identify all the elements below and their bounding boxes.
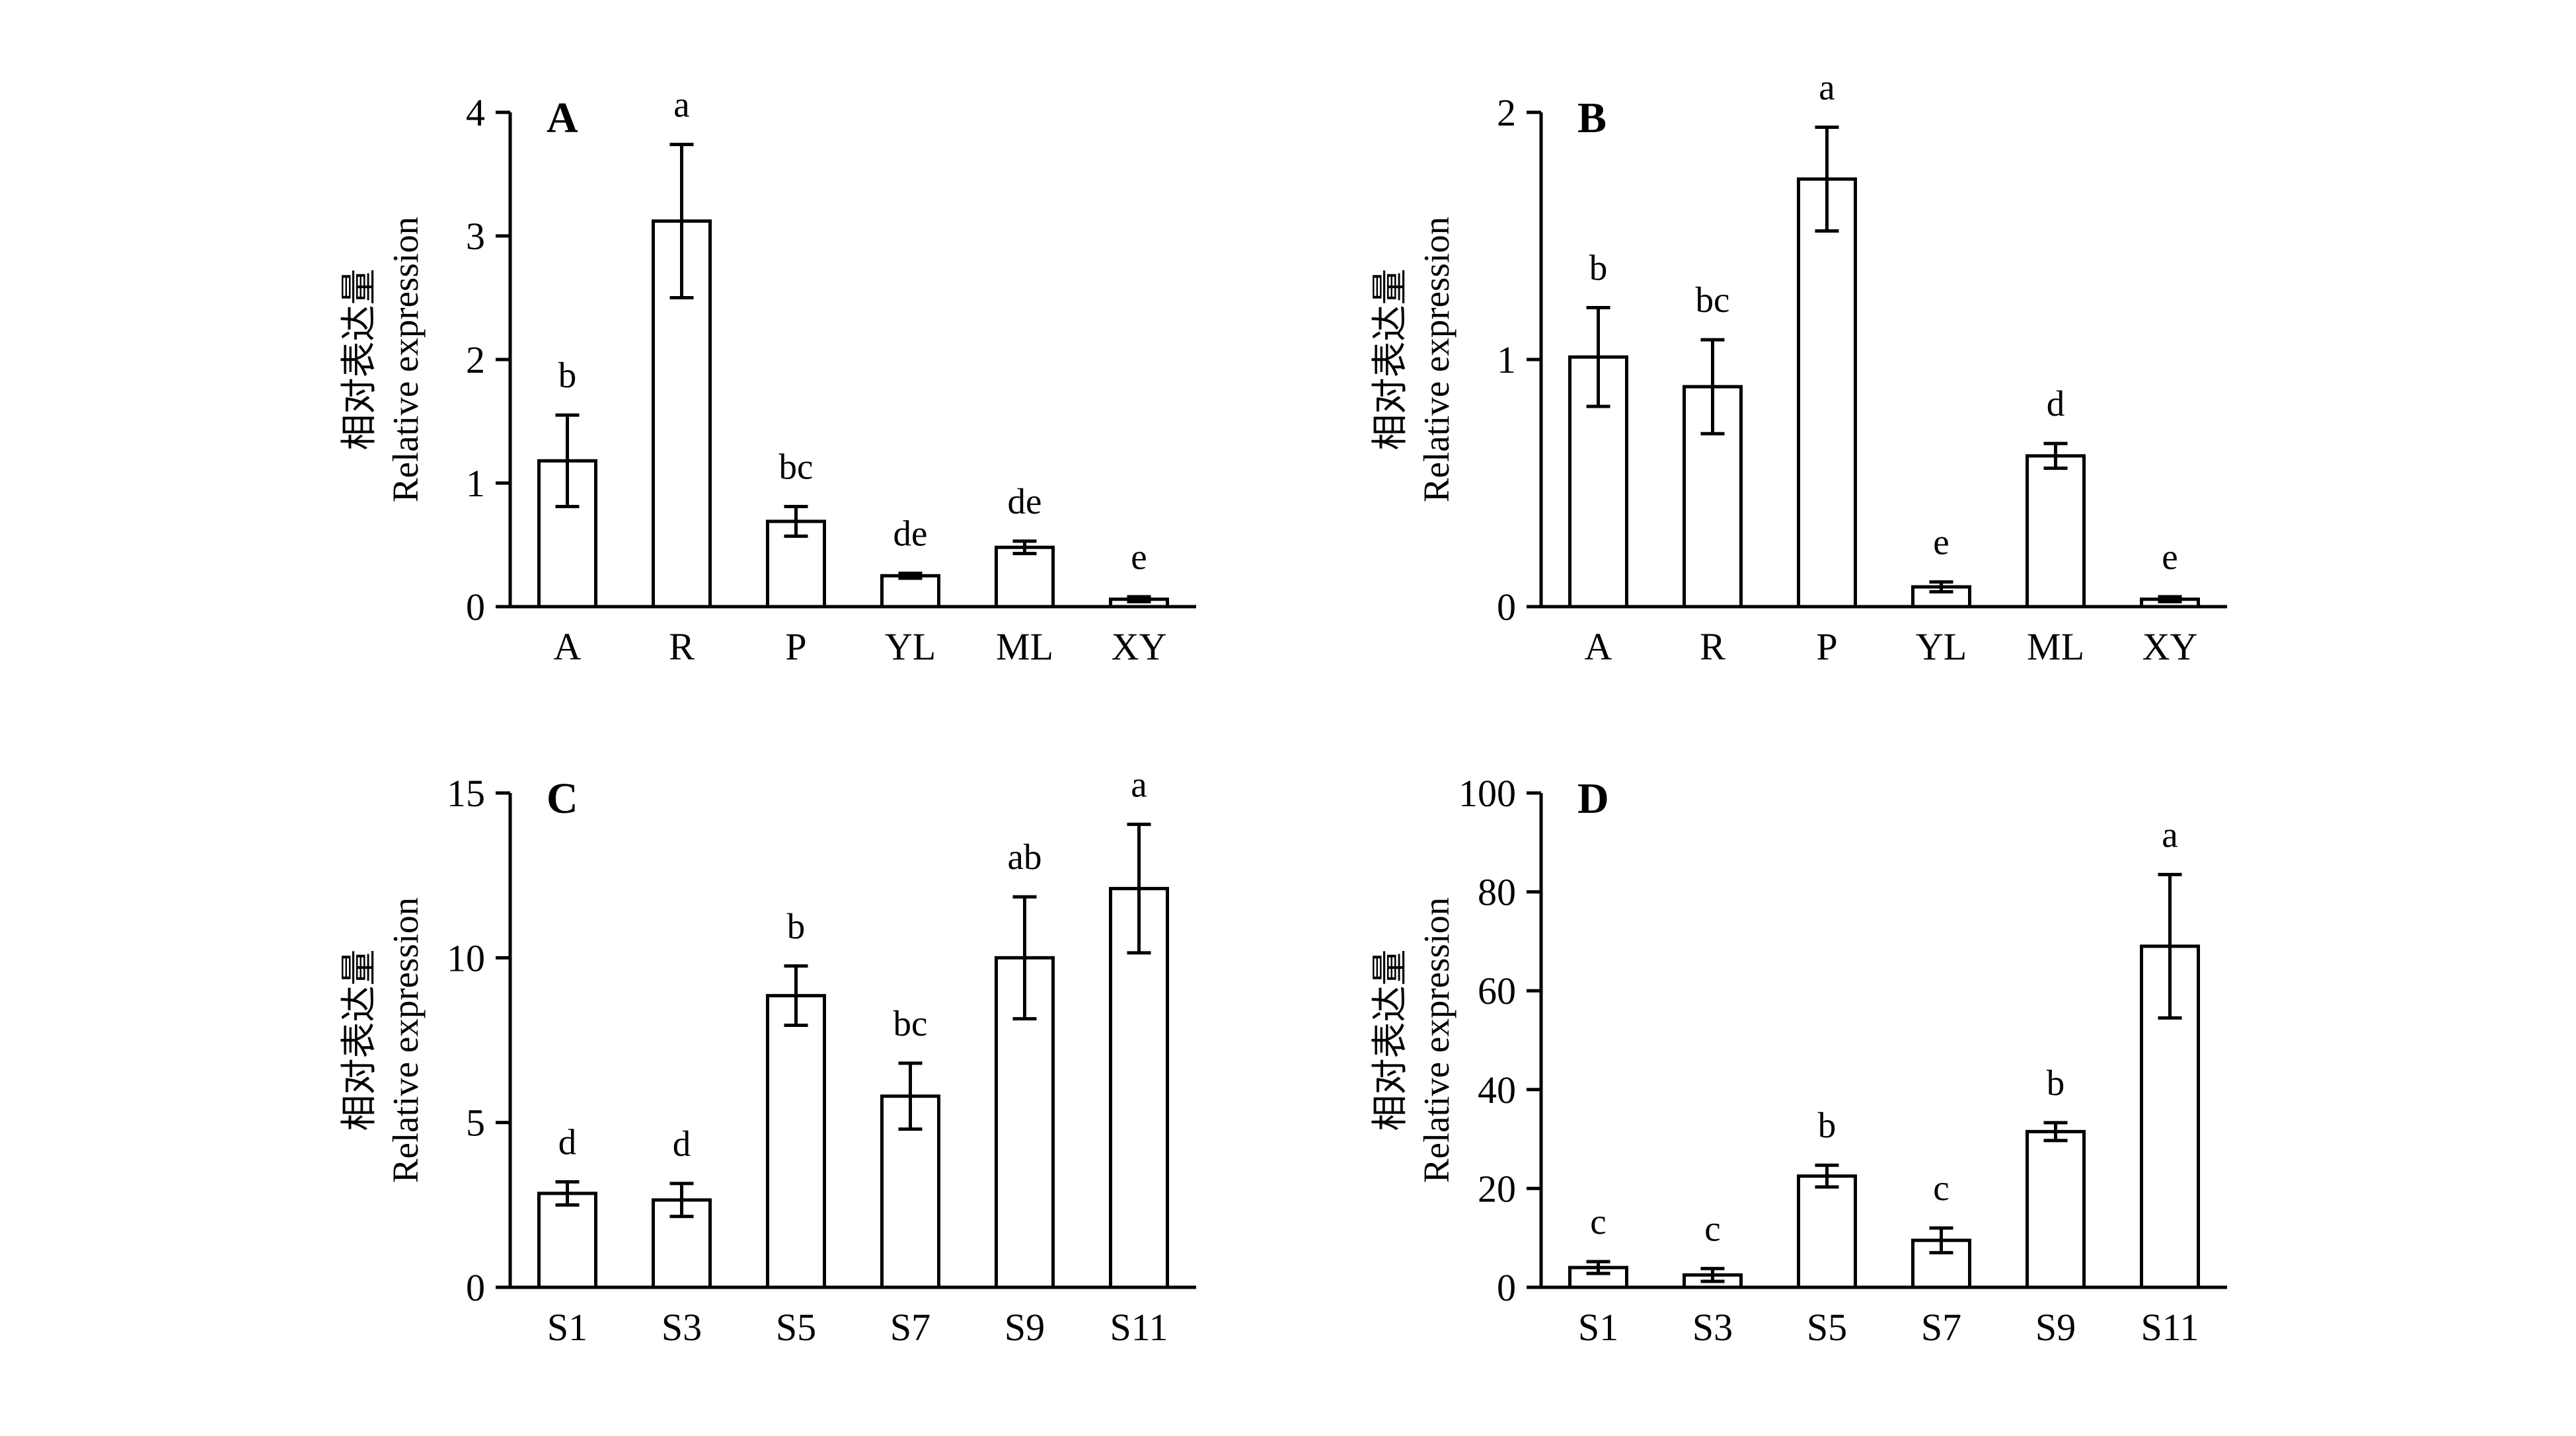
x-tick-label: YL <box>1916 625 1967 668</box>
bar-r <box>1683 385 1743 609</box>
x-tick-label: ML <box>2027 625 2084 668</box>
significance-label: d <box>558 1121 577 1162</box>
significance-label: e <box>1933 522 1949 562</box>
significance-label: a <box>2162 814 2178 854</box>
significance-label: a <box>1819 67 1835 107</box>
x-tick-label: P <box>1816 625 1837 668</box>
x-tick-label: R <box>669 625 695 668</box>
bar-s5 <box>1797 1174 1857 1289</box>
bar-yl <box>880 574 940 609</box>
significance-label: bc <box>1696 280 1730 320</box>
y-tick-label: 2 <box>466 338 485 381</box>
x-tick-label: S1 <box>547 1306 587 1349</box>
y-tick-label: 80 <box>1478 871 1516 914</box>
x-tick-label: S3 <box>1692 1306 1733 1349</box>
bar-ml <box>2026 454 2086 609</box>
significance-label: a <box>1131 764 1147 804</box>
significance-label: c <box>1704 1209 1720 1249</box>
x-tick-label: XY <box>1112 625 1167 668</box>
y-axis-label-en: Relative expression <box>1416 897 1457 1183</box>
significance-label: bc <box>893 1003 928 1043</box>
y-tick-label: 40 <box>1478 1069 1516 1112</box>
panel-letter: C <box>547 775 578 823</box>
y-axis-label-cn: 相对表达量 <box>1370 949 1410 1131</box>
significance-label: e <box>1131 537 1147 577</box>
y-tick-label: 0 <box>1497 1266 1516 1309</box>
x-tick-label: ML <box>996 625 1053 668</box>
x-tick-label: S5 <box>1807 1306 1847 1349</box>
significance-label: b <box>1818 1105 1837 1145</box>
x-tick-label: S11 <box>2140 1306 2199 1349</box>
panel-c: 0 5 10 15 C 相对表达量 Relative expression d S1 d S3 b S5… <box>339 764 1196 1349</box>
significance-label: b <box>2047 1063 2065 1103</box>
significance-label: c <box>1590 1201 1606 1242</box>
panel-letter: D <box>1577 775 1609 823</box>
y-tick-label: 3 <box>466 215 485 258</box>
significance-label: de <box>893 513 928 554</box>
x-tick-label: S7 <box>890 1306 930 1349</box>
significance-label: e <box>2162 537 2178 577</box>
x-tick-label: A <box>1585 625 1612 668</box>
x-tick-label: S5 <box>776 1306 816 1349</box>
y-tick-label: 0 <box>466 586 485 628</box>
bar-s5 <box>766 994 826 1289</box>
panel-b: 0 1 2 B 相对表达量 Relative expression b Abc Ra Pe YL d M… <box>1370 67 2227 668</box>
y-tick-label: 15 <box>447 772 485 815</box>
x-tick-label: S1 <box>1578 1306 1618 1349</box>
bar-s11 <box>1109 887 1169 1289</box>
significance-label: a <box>673 85 689 125</box>
significance-label: b <box>787 906 806 946</box>
bar-s9 <box>2026 1129 2086 1289</box>
bar-s1 <box>537 1191 597 1289</box>
y-axis-label-en: Relative expression <box>385 897 426 1183</box>
x-tick-label: S11 <box>1110 1306 1168 1349</box>
x-tick-label: S9 <box>1004 1306 1045 1349</box>
x-tick-label: YL <box>885 625 936 668</box>
y-axis-label-en: Relative expression <box>385 217 426 502</box>
bar-ml <box>995 545 1055 609</box>
y-axis-label-cn: 相对表达量 <box>339 268 379 450</box>
x-tick-label: XY <box>2142 625 2198 668</box>
significance-label: d <box>2047 383 2065 424</box>
y-tick-label: 0 <box>466 1266 485 1309</box>
y-axis-label-cn: 相对表达量 <box>1370 268 1410 450</box>
significance-label: b <box>1589 247 1608 287</box>
x-tick-label: S7 <box>1921 1306 1961 1349</box>
y-tick-label: 4 <box>466 91 485 134</box>
significance-label: d <box>673 1123 691 1164</box>
y-axis-label-en: Relative expression <box>1416 217 1457 502</box>
x-tick-label: R <box>1700 625 1725 668</box>
significance-label: c <box>1933 1168 1949 1208</box>
y-tick-label: 100 <box>1458 772 1516 815</box>
y-tick-label: 2 <box>1497 91 1516 134</box>
panel-letter: A <box>547 94 578 142</box>
y-tick-label: 5 <box>466 1102 485 1145</box>
panel-d: 0 20 40 60 80 100 D 相对表达量 Relative expression c S1… <box>1370 772 2227 1349</box>
significance-label: ab <box>1008 837 1042 877</box>
significance-label: bc <box>779 447 814 487</box>
y-tick-label: 1 <box>466 462 485 505</box>
x-tick-label: S9 <box>2035 1306 2076 1349</box>
y-tick-label: 10 <box>447 936 485 979</box>
panel-letter: B <box>1577 94 1607 142</box>
y-tick-label: 1 <box>1497 338 1516 381</box>
bar-p <box>1797 177 1857 609</box>
y-axis-label-cn: 相对表达量 <box>339 949 379 1131</box>
x-tick-label: A <box>554 625 582 668</box>
y-tick-label: 0 <box>1497 586 1516 628</box>
panel-a: 0 1 2 3 4 A 相对表达量 Relative expression b Aa Rbc Pde Y… <box>339 85 1196 668</box>
y-tick-label: 20 <box>1478 1167 1516 1210</box>
significance-label: b <box>558 355 577 395</box>
x-tick-label: S3 <box>662 1306 702 1349</box>
significance-label: de <box>1008 481 1042 521</box>
y-tick-label: 60 <box>1478 969 1516 1012</box>
x-tick-label: P <box>785 625 806 668</box>
